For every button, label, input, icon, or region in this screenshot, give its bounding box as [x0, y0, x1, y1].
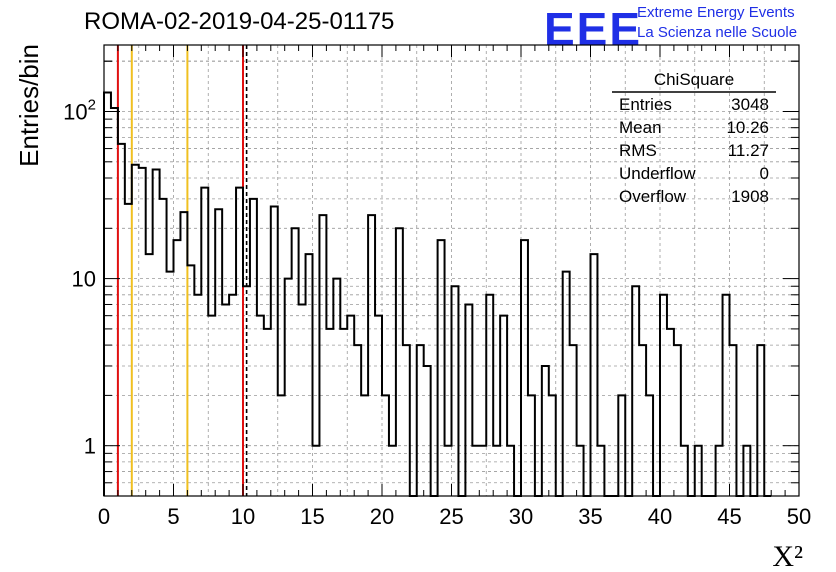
histogram-bin	[118, 144, 125, 496]
x-tick-label: 20	[370, 504, 394, 529]
x-tick-label: 50	[787, 504, 811, 529]
histogram-bin	[264, 329, 271, 496]
histogram-bin	[333, 279, 340, 496]
histogram-bin	[132, 165, 139, 496]
histogram-bin	[306, 254, 313, 496]
histogram-bin	[299, 304, 306, 496]
histogram-bin	[730, 345, 737, 496]
histogram-bin	[591, 254, 598, 496]
histogram-bin	[424, 366, 431, 496]
histogram-bin	[354, 345, 361, 496]
histogram-bin	[452, 286, 459, 496]
histogram-bin	[465, 304, 472, 496]
histogram-bin	[340, 329, 347, 496]
y-tick-label: 102	[63, 96, 96, 124]
stats-label: Mean	[619, 118, 662, 137]
histogram-bin	[396, 228, 403, 496]
stats-label: Underflow	[619, 164, 696, 183]
histogram-bin	[292, 228, 299, 496]
grid-layer	[104, 45, 799, 497]
histogram-bin	[257, 316, 264, 496]
reference-lines	[116, 45, 248, 496]
histogram-bin	[153, 169, 160, 496]
histogram-bin	[403, 345, 410, 496]
x-tick-label: 10	[231, 504, 255, 529]
x-tick-label: 25	[439, 504, 463, 529]
logo-caption-line2: La Scienza nelle Scuole	[637, 24, 798, 41]
histogram-bin	[319, 215, 326, 496]
histogram-bin	[285, 279, 292, 496]
stats-label: Entries	[619, 95, 672, 114]
histogram-bin	[570, 345, 577, 496]
x-tick-label: 35	[578, 504, 602, 529]
x-tick-label: 45	[717, 504, 741, 529]
histogram-bin	[250, 199, 257, 496]
histogram-series	[103, 91, 772, 497]
x-tick-label: 5	[167, 504, 179, 529]
eee-logo: EEE	[544, 3, 643, 55]
histogram-bin	[500, 316, 507, 496]
tick-labels: 0 5 10 15 20 25 30 35 40 45 50 1 10 102	[63, 96, 811, 529]
stats-label: RMS	[619, 141, 657, 160]
histogram-bin	[160, 199, 167, 496]
y-axis-label: Entries/bin	[14, 44, 44, 167]
histogram-bin	[222, 304, 229, 496]
run-title: ROMA-02-2019-04-25-01175	[84, 8, 395, 35]
histogram-bin	[146, 254, 153, 496]
histogram-bin	[542, 366, 549, 496]
x-tick-label: 15	[300, 504, 324, 529]
histogram-bin	[347, 316, 354, 496]
histogram-bin	[187, 265, 194, 496]
stats-value: 11.27	[728, 141, 769, 160]
histogram-bin	[139, 168, 146, 496]
stats-box: ChiSquare Entries 3048 Mean 10.26 RMS 11.27 Und…	[612, 70, 776, 206]
histogram-bin	[674, 345, 681, 496]
histogram-bin	[167, 272, 174, 496]
stats-value: 10.26	[726, 118, 769, 137]
histogram-bin	[563, 272, 570, 496]
x-tick-label: 40	[648, 504, 672, 529]
histogram-bin	[208, 316, 215, 496]
histogram-bin	[326, 329, 333, 496]
histogram-bin	[125, 204, 132, 496]
x-axis-label: X²	[772, 540, 803, 572]
axis-ticks	[103, 45, 800, 497]
y-tick-label: 10	[72, 267, 96, 292]
histogram-bin	[375, 316, 382, 496]
x-tick-label: 30	[509, 504, 533, 529]
histogram-bin	[667, 329, 674, 496]
histogram-bin	[236, 188, 243, 496]
logo-caption-line1: Extreme Energy Events	[637, 4, 795, 21]
histogram-bin	[639, 345, 646, 496]
histogram-bin	[757, 345, 764, 496]
stats-value: 3048	[731, 95, 769, 114]
histogram-bin	[271, 207, 278, 496]
histogram-bin	[111, 108, 118, 496]
x-tick-label: 0	[98, 504, 110, 529]
histogram-bin	[104, 92, 111, 496]
stats-label: Overflow	[619, 187, 687, 206]
y-tick-label: 1	[84, 434, 96, 459]
histogram-bin	[632, 286, 639, 496]
stats-title: ChiSquare	[654, 70, 734, 89]
histogram-bin	[417, 345, 424, 496]
histogram-bin	[201, 188, 208, 496]
stats-value: 1908	[731, 187, 769, 206]
histogram-outline	[103, 91, 772, 497]
histogram-bin	[368, 215, 375, 496]
stats-value: 0	[760, 164, 769, 183]
